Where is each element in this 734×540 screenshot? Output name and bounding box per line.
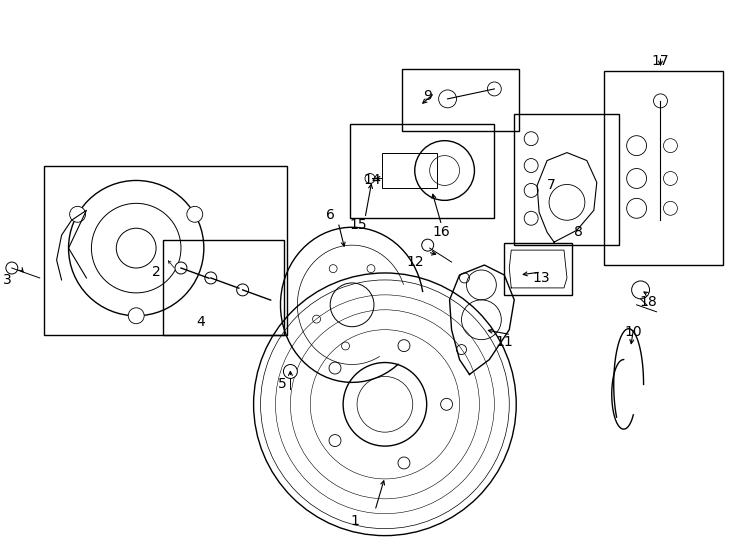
Text: 9: 9 bbox=[424, 89, 432, 103]
Text: 17: 17 bbox=[652, 54, 669, 68]
Bar bbox=[350, 124, 494, 218]
Text: 4: 4 bbox=[197, 315, 206, 329]
Bar bbox=[604, 71, 723, 265]
Circle shape bbox=[6, 262, 18, 274]
Circle shape bbox=[128, 308, 144, 323]
Text: 11: 11 bbox=[495, 335, 513, 349]
Text: 7: 7 bbox=[547, 178, 556, 192]
Text: 13: 13 bbox=[532, 271, 550, 285]
Text: 3: 3 bbox=[2, 273, 11, 287]
Circle shape bbox=[205, 272, 217, 284]
Text: 10: 10 bbox=[625, 325, 642, 339]
Circle shape bbox=[70, 206, 86, 222]
Bar bbox=[401, 69, 519, 131]
Text: 8: 8 bbox=[575, 225, 584, 239]
Text: 5: 5 bbox=[278, 377, 287, 392]
Bar bbox=[43, 166, 288, 335]
Circle shape bbox=[365, 173, 375, 184]
Circle shape bbox=[175, 262, 187, 274]
Bar bbox=[163, 240, 285, 335]
Bar bbox=[382, 153, 437, 188]
Circle shape bbox=[236, 284, 249, 296]
Text: 18: 18 bbox=[639, 295, 658, 309]
Text: 12: 12 bbox=[406, 255, 424, 269]
Text: 2: 2 bbox=[152, 265, 161, 279]
Text: 14: 14 bbox=[363, 173, 381, 187]
Text: 16: 16 bbox=[433, 225, 451, 239]
Text: 1: 1 bbox=[351, 514, 360, 528]
Bar bbox=[515, 114, 619, 245]
Circle shape bbox=[422, 239, 434, 251]
Text: 6: 6 bbox=[326, 208, 335, 222]
Text: 15: 15 bbox=[349, 218, 367, 232]
Circle shape bbox=[187, 206, 203, 222]
Circle shape bbox=[283, 364, 297, 379]
Bar bbox=[504, 243, 572, 295]
